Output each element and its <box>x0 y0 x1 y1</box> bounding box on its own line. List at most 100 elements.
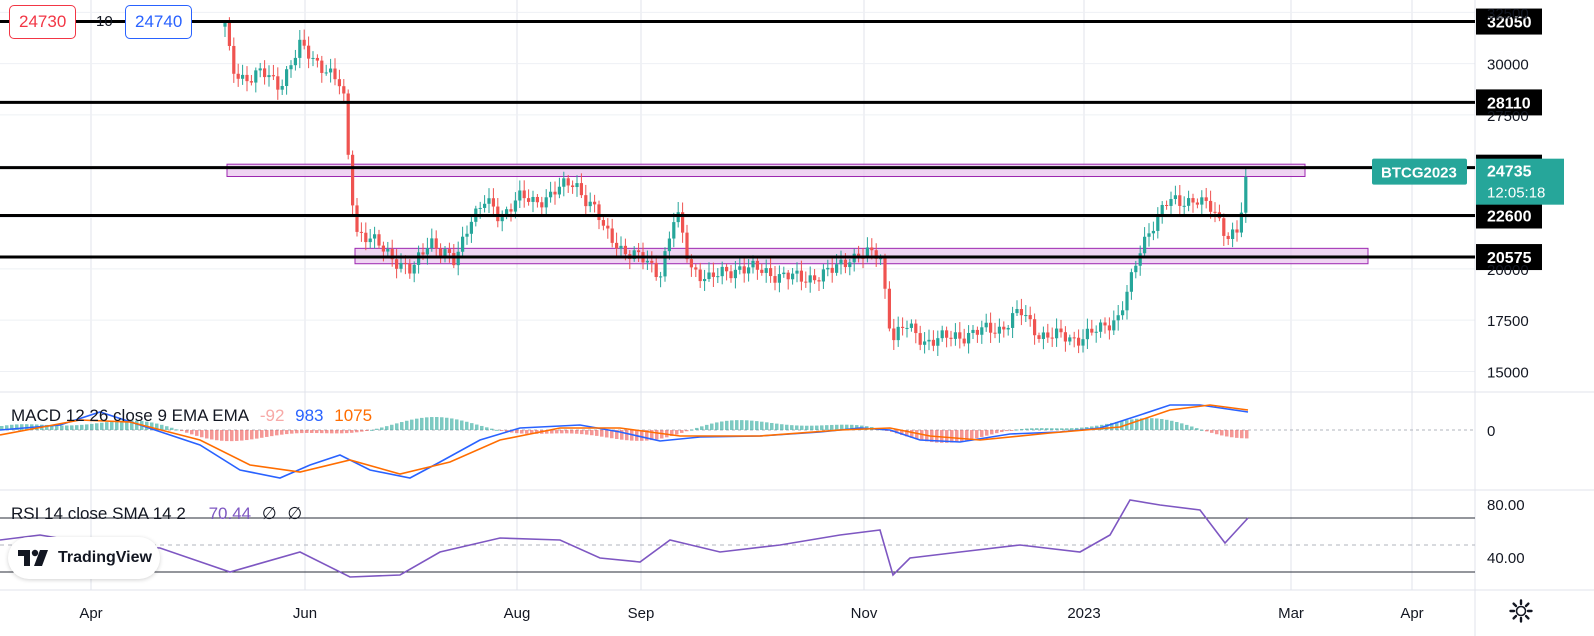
candle-body <box>298 39 302 58</box>
candle-body <box>782 272 786 275</box>
macd-histogram-bar <box>625 430 629 441</box>
rsi-tick-label: 80.00 <box>1487 497 1525 514</box>
macd-histogram-bar <box>235 430 239 441</box>
macd-histogram-bar <box>495 429 499 431</box>
candle-body <box>553 191 557 195</box>
candle-body <box>377 234 381 246</box>
macd-histogram-bar <box>185 430 189 433</box>
macd-histogram-bar <box>1145 418 1149 430</box>
macd-histogram-bar <box>975 430 979 439</box>
candle-body <box>993 332 997 334</box>
macd-histogram-bar <box>915 430 919 440</box>
macd-histogram-bar <box>465 421 469 430</box>
candle-body <box>346 93 350 155</box>
candle-body <box>276 76 280 90</box>
candle-body <box>729 271 733 279</box>
candle-body <box>931 339 935 346</box>
macd-histogram-bar <box>385 426 389 430</box>
candle-body <box>1077 337 1081 346</box>
sell-price-button[interactable]: 24730 <box>9 5 77 39</box>
macd-histogram-bar <box>425 417 429 430</box>
macd-histogram-bar <box>125 420 129 430</box>
rsi-legend[interactable]: RSI 14 close SMA 14 2 70.44 ∅ ∅ <box>11 504 308 524</box>
rsi-tick-label: 40.00 <box>1487 550 1525 567</box>
time-tick-label: Apr <box>79 605 102 622</box>
macd-histogram-bar <box>360 430 364 432</box>
candle-body <box>940 330 944 339</box>
candle-body <box>1011 313 1015 328</box>
macd-histogram-bar <box>200 430 204 438</box>
candle-body <box>1213 211 1217 213</box>
macd-histogram-bar <box>595 430 599 436</box>
macd-histogram-bar <box>340 430 344 434</box>
macd-histogram-bar <box>1075 427 1079 430</box>
candle-body <box>733 269 737 279</box>
macd-histogram-bar <box>395 423 399 430</box>
macd-histogram-bar <box>905 430 909 437</box>
macd-histogram-bar <box>640 430 644 441</box>
macd-histogram-bar <box>850 424 854 430</box>
candle-body <box>1235 229 1239 233</box>
macd-histogram-bar <box>685 430 689 432</box>
time-tick-label: Sep <box>628 605 655 622</box>
candle-body <box>483 203 487 208</box>
macd-legend[interactable]: MACD 12 26 close 9 EMA EMA -92 983 1075 <box>11 406 378 426</box>
macd-histogram-bar <box>580 430 584 435</box>
macd-histogram-bar <box>1005 430 1009 432</box>
macd-histogram-bar <box>65 425 69 430</box>
macd-histogram-bar <box>645 430 649 441</box>
candle-body <box>667 238 671 252</box>
level-tag-label: 22600 <box>1487 208 1532 225</box>
candle-body <box>597 204 601 221</box>
candle-body <box>491 198 495 207</box>
candle-body <box>698 269 702 282</box>
candle-body <box>223 22 227 27</box>
tradingview-logo-text: TradingView <box>58 549 152 566</box>
buy-price-button[interactable]: 24740 <box>125 5 193 39</box>
level-tag <box>1476 8 1542 35</box>
candle-body <box>1085 328 1089 340</box>
macd-histogram-bar <box>955 430 959 443</box>
candle-body <box>1200 197 1204 205</box>
macd-histogram-bar <box>735 420 739 430</box>
macd-histogram-bar <box>655 430 659 440</box>
macd-histogram-bar <box>270 430 274 437</box>
gear-icon[interactable] <box>1508 598 1534 624</box>
macd-histogram-bar <box>315 430 319 434</box>
candle-body <box>509 209 513 212</box>
candle-body <box>412 264 416 274</box>
candle-body <box>821 269 825 282</box>
candle-body <box>311 57 315 59</box>
candle-body <box>1209 200 1213 212</box>
macd-histogram-bar <box>1130 419 1134 430</box>
rsi-value: 70.44 <box>208 504 252 523</box>
candle-body <box>711 272 715 277</box>
macd-histogram-bar <box>1170 420 1174 430</box>
candle-body <box>1019 309 1023 316</box>
time-tick-label: Mar <box>1278 605 1304 622</box>
time-tick-label: 2023 <box>1067 605 1100 622</box>
candle-body <box>623 245 627 255</box>
macd-histogram-bar <box>1245 430 1249 439</box>
candle-body <box>1072 337 1076 339</box>
support-resistance-zone <box>226 163 1306 178</box>
last-price-tag <box>1476 158 1564 205</box>
candle-body <box>271 75 275 77</box>
macd-histogram-bar <box>765 422 769 430</box>
macd-histogram-bar <box>1140 418 1144 430</box>
macd-histogram-bar <box>15 424 19 430</box>
macd-line-value: 983 <box>295 406 324 425</box>
candle-body <box>1244 176 1248 213</box>
macd-histogram-bar <box>90 423 94 430</box>
candle-body <box>927 339 931 342</box>
candle-body <box>879 258 883 260</box>
macd-histogram-bar <box>415 418 419 430</box>
tradingview-logo[interactable]: TradingView <box>8 537 160 579</box>
macd-zero-tick: 0 <box>1487 423 1495 440</box>
macd-histogram-bar <box>795 425 799 430</box>
candle-body <box>738 266 742 270</box>
candle-body <box>817 280 821 282</box>
macd-histogram-bar <box>410 419 414 430</box>
macd-histogram-bar <box>815 425 819 430</box>
